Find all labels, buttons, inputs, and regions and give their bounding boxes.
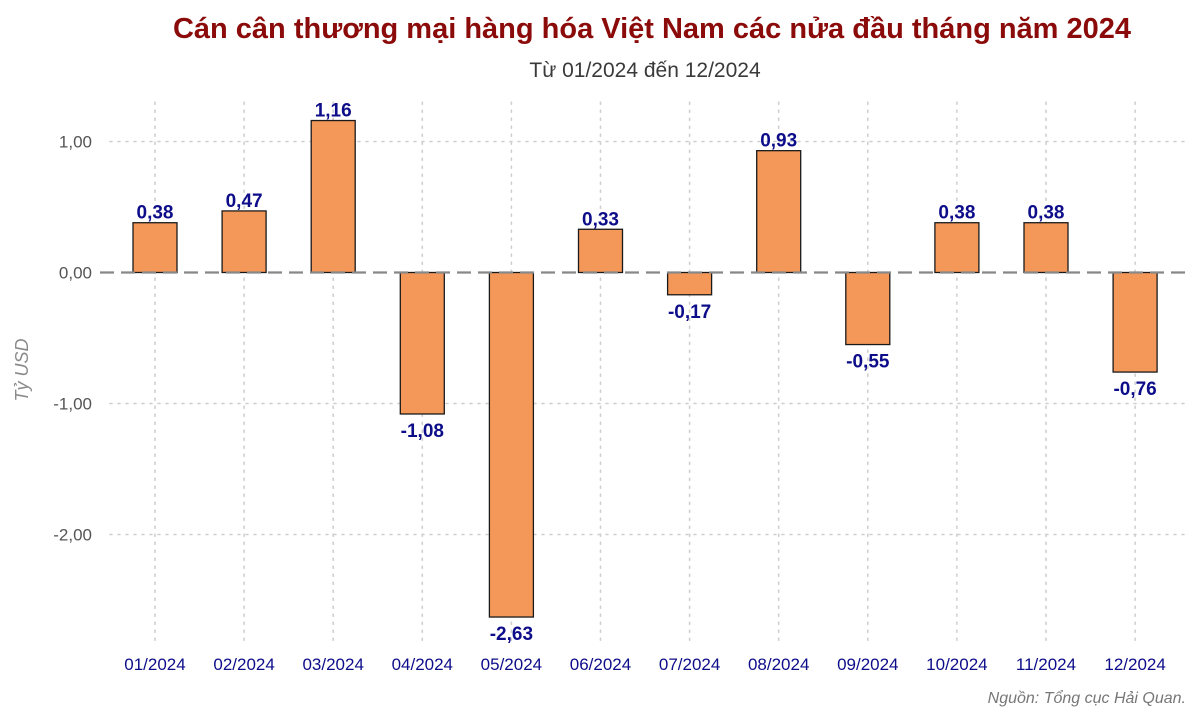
bar (399, 271, 445, 415)
x-tick-label: 02/2024 (213, 655, 274, 674)
bar (1112, 271, 1158, 373)
data-label: -2,63 (490, 624, 533, 645)
bar (756, 150, 802, 274)
bar (310, 119, 356, 274)
x-tick-label: 09/2024 (837, 655, 898, 674)
data-label: -0,55 (846, 352, 890, 373)
data-label: -1,08 (401, 421, 444, 442)
data-label: -0,17 (668, 302, 711, 323)
gridlines (109, 101, 1189, 647)
source-caption: Nguồn: Tổng cục Hải Quan. (988, 689, 1186, 707)
x-tick-label: 03/2024 (302, 655, 363, 674)
bars (132, 119, 1158, 618)
y-axis-label: Tỷ USD (12, 338, 32, 401)
bar (845, 271, 891, 346)
bar (221, 210, 267, 274)
x-tick-label: 12/2024 (1104, 655, 1165, 674)
bar (666, 271, 713, 296)
bar (132, 222, 178, 274)
y-tick-label: 0,00 (59, 264, 92, 283)
x-tick-label: 11/2024 (1016, 655, 1076, 674)
bar (488, 271, 535, 618)
data-label: 1,16 (315, 101, 352, 122)
data-label: 0,38 (1028, 203, 1065, 224)
y-tick-label: -1,00 (53, 395, 92, 414)
bar (1023, 222, 1069, 274)
x-tick-label: 05/2024 (481, 655, 542, 674)
x-tick-label: 01/2024 (124, 655, 185, 674)
data-label: 0,33 (582, 209, 619, 230)
data-label: -0,76 (1113, 379, 1156, 400)
data-label: 0,47 (226, 191, 263, 212)
data-label: 0,38 (938, 203, 975, 224)
chart-subtitle: Từ 01/2024 đến 12/2024 (529, 59, 761, 82)
x-tick-label: 10/2024 (926, 655, 987, 674)
bar (934, 222, 980, 274)
x-tick-label: 06/2024 (570, 655, 631, 674)
y-tick-label: -2,00 (53, 526, 92, 545)
y-tick-label: 1,00 (59, 133, 92, 152)
x-tick-label: 07/2024 (659, 655, 720, 674)
data-labels: 0,38 0,47 1,16 -1,08 -2,63 0,33 -0,17 0,93 -0,55… (137, 101, 1157, 645)
x-tick-label: 08/2024 (748, 655, 809, 674)
data-label: 0,38 (137, 203, 174, 224)
data-label: 0,93 (760, 131, 797, 152)
bar (577, 228, 624, 274)
axes: 1,00 0,00 -1,00 -2,00 01/2024 02/2024 03/2024 0… (53, 133, 1188, 674)
chart-title: Cán cân thương mại hàng hóa Việt Nam các… (173, 13, 1131, 45)
x-tick-label: 04/2024 (392, 655, 453, 674)
